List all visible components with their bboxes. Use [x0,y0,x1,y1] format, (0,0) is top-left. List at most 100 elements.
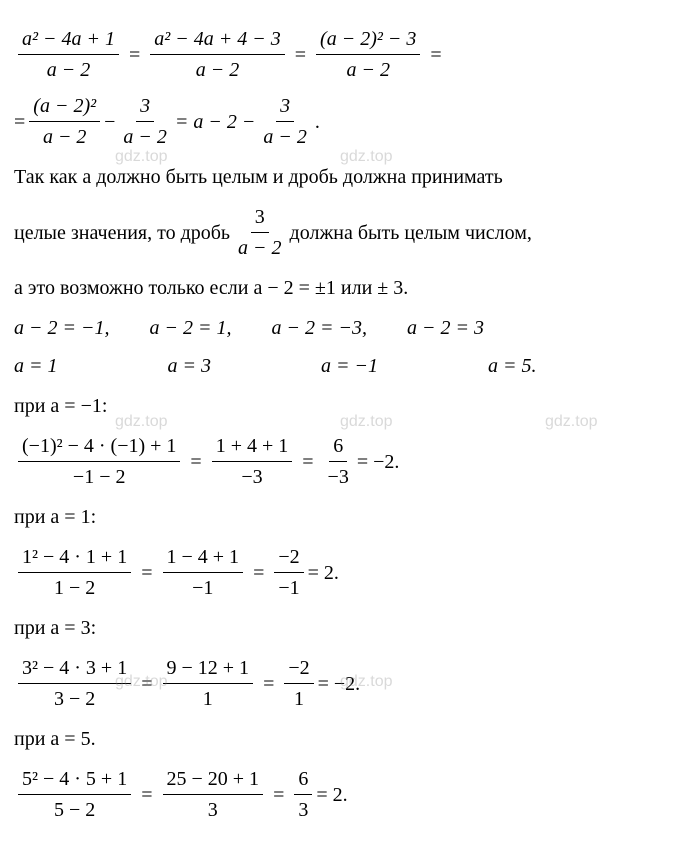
fraction: −2 −1 [274,542,303,603]
denominator: −3 [324,462,353,492]
numerator: 9 − 12 + 1 [163,653,254,684]
result: = −2. [318,669,361,699]
equals-trailing: = [430,40,441,70]
case: a − 2 = 1, [150,313,232,343]
eval-m1: (−1)² − 4 · (−1) + 1 −1 − 2 = 1 + 4 + 1 … [14,431,685,492]
fraction: a² − 4a + 4 − 3 a − 2 [150,24,284,85]
result: = −2. [357,447,400,477]
explanation-1: Так как a должно быть целым и дробь долж… [14,162,685,192]
numerator: 3 [136,91,154,122]
denominator: 1 [290,684,308,714]
denominator: −1 [274,573,303,603]
fraction: 9 − 12 + 1 1 [163,653,254,714]
numerator: a² − 4a + 1 [18,24,119,55]
numerator: 3² − 4 · 3 + 1 [18,653,131,684]
fraction: (a − 2)² − 3 a − 2 [316,24,420,85]
denominator: 1 [199,684,217,714]
numerator: 25 − 20 + 1 [163,764,264,795]
numerator: −2 [274,542,303,573]
at-label-5: при a = 5. [14,724,685,754]
numerator: 3 [276,91,294,122]
at-label-1: при a = 1: [14,502,685,532]
equals: = [295,40,306,70]
fraction: 1² − 4 · 1 + 1 1 − 2 [18,542,131,603]
period: . [315,107,320,137]
fraction: 5² − 4 · 5 + 1 5 − 2 [18,764,131,825]
eval-3: 3² − 4 · 3 + 1 3 − 2 = 9 − 12 + 1 1 = −2… [14,653,685,714]
eval-1: 1² − 4 · 1 + 1 1 − 2 = 1 − 4 + 1 −1 = −2… [14,542,685,603]
numerator: (a − 2)² [29,91,100,122]
case: a = 5. [488,351,537,381]
denominator: a − 2 [119,122,171,152]
numerator: 1² − 4 · 1 + 1 [18,542,131,573]
equals-leading: = [14,107,25,137]
equals: = [273,780,284,810]
minus: − [104,107,115,137]
fraction: 3 a − 2 [234,202,286,263]
case: a = 1 [14,351,58,381]
equals: = [263,669,274,699]
explanation-2: целые значения, то дробь 3 a − 2 должна … [14,202,685,263]
equals: = [190,447,201,477]
case: a − 2 = 3 [407,313,484,343]
numerator: 1 − 4 + 1 [163,542,244,573]
numerator: a² − 4a + 4 − 3 [150,24,284,55]
equation-line-1: a² − 4a + 1 a − 2 = a² − 4a + 4 − 3 a − … [14,24,685,85]
at-label-m1: при a = −1: [14,391,685,421]
cases-row-1: a − 2 = −1, a − 2 = 1, a − 2 = −3, a − 2… [14,313,685,343]
equals: = [141,669,152,699]
equals: = [129,40,140,70]
case: a − 2 = −3, [272,313,368,343]
numerator: 3 [251,202,269,233]
denominator: a − 2 [43,55,95,85]
cases-row-2: a = 1 a = 3 a = −1 a = 5. [14,351,685,381]
denominator: −3 [237,462,266,492]
numerator: 6 [329,431,347,462]
denominator: a − 2 [39,122,91,152]
denominator: 3 − 2 [50,684,99,714]
fraction: (−1)² − 4 · (−1) + 1 −1 − 2 [18,431,180,492]
fraction: 6 3 [294,764,312,825]
denominator: −1 [188,573,217,603]
numerator: 6 [294,764,312,795]
result: = 2. [316,780,347,810]
equals: = [141,558,152,588]
case: a = −1 [321,351,378,381]
equals: = [141,780,152,810]
denominator: 3 [204,795,222,825]
case: a = 3 [168,351,212,381]
numerator: (−1)² − 4 · (−1) + 1 [18,431,180,462]
result: = 2. [308,558,339,588]
equals: = [302,447,313,477]
fraction: 6 −3 [324,431,353,492]
fraction: 1 + 4 + 1 −3 [212,431,293,492]
case: a − 2 = −1, [14,313,110,343]
fraction: a² − 4a + 1 a − 2 [18,24,119,85]
denominator: −1 − 2 [69,462,130,492]
fraction: −2 1 [284,653,313,714]
denominator: a − 2 [259,122,311,152]
equals: = [253,558,264,588]
numerator: −2 [284,653,313,684]
denominator: a − 2 [234,233,286,263]
text-post: должна быть целым числом, [290,218,532,248]
tail-expr: = a − 2 − [175,107,256,137]
numerator: 5² − 4 · 5 + 1 [18,764,131,795]
numerator: 1 + 4 + 1 [212,431,293,462]
numerator: (a − 2)² − 3 [316,24,420,55]
eval-5: 5² − 4 · 5 + 1 5 − 2 = 25 − 20 + 1 3 = 6… [14,764,685,825]
denominator: 1 − 2 [50,573,99,603]
fraction: 3² − 4 · 3 + 1 3 − 2 [18,653,131,714]
fraction: 1 − 4 + 1 −1 [163,542,244,603]
fraction: 3 a − 2 [119,91,171,152]
denominator: a − 2 [342,55,394,85]
fraction: (a − 2)² a − 2 [29,91,100,152]
equation-line-2: = (a − 2)² a − 2 − 3 a − 2 = a − 2 − 3 a… [14,91,685,152]
explanation-3: а это возможно только если a − 2 = ±1 ил… [14,273,685,303]
fraction: 25 − 20 + 1 3 [163,764,264,825]
at-label-3: при a = 3: [14,613,685,643]
text-pre: целые значения, то дробь [14,218,230,248]
fraction: 3 a − 2 [259,91,311,152]
denominator: 5 − 2 [50,795,99,825]
denominator: a − 2 [192,55,244,85]
